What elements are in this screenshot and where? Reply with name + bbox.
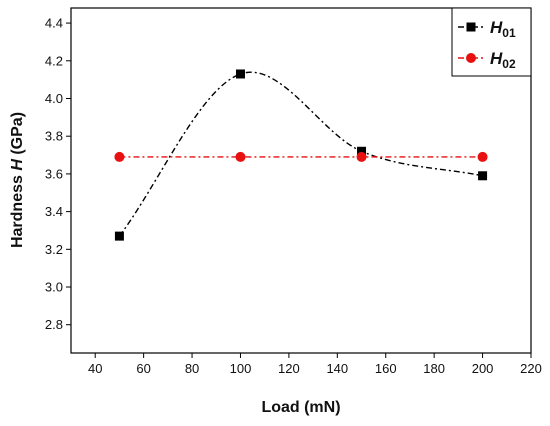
x-tick-label: 120	[278, 361, 300, 376]
x-axis-title: Load (mN)	[261, 399, 340, 416]
legend-marker-h01	[466, 22, 476, 32]
axis-ticks: 40 60 80 100 120 140 160 180 200 220 2.8 3.0 3.2 3.4 3…	[45, 16, 542, 376]
x-tick-label: 200	[472, 361, 494, 376]
data-point-h02	[477, 151, 488, 162]
x-tick-label: 80	[185, 361, 199, 376]
plot-frame	[70, 7, 532, 354]
legend-label-h02: H02	[490, 49, 516, 71]
data-point-h02	[114, 151, 125, 162]
x-tick-label: 40	[88, 361, 102, 376]
y-tick-label: 4.0	[45, 91, 63, 106]
y-tick-label: 4.2	[45, 53, 63, 68]
legend: H01 H02	[451, 7, 532, 77]
y-tick-label: 3.0	[45, 280, 63, 295]
x-tick-label: 140	[326, 361, 348, 376]
data-point-h01	[235, 69, 245, 79]
y-tick-label: 3.6	[45, 166, 63, 181]
data-point-h01	[357, 146, 367, 156]
data-point-h01	[478, 171, 488, 181]
legend-marker-h02	[466, 53, 476, 63]
series-line-h01	[118, 71, 483, 237]
legend-label-h01: H01	[490, 18, 516, 40]
x-tick-label: 220	[520, 361, 542, 376]
y-tick-label: 3.2	[45, 242, 63, 257]
y-tick-label: 3.8	[45, 129, 63, 144]
x-tick-label: 100	[230, 361, 252, 376]
x-tick-label: 180	[423, 361, 445, 376]
data-point-h01	[114, 231, 124, 241]
data-series	[114, 69, 488, 241]
data-point-h02	[235, 151, 246, 162]
data-point-h02	[356, 151, 367, 162]
legend-box	[451, 7, 532, 77]
x-tick-label: 60	[136, 361, 150, 376]
x-tick-label: 160	[375, 361, 397, 376]
y-tick-label: 2.8	[45, 317, 63, 332]
y-tick-label: 3.4	[45, 204, 63, 219]
y-tick-label: 4.4	[45, 16, 63, 31]
y-axis-title: Hardness H (GPa)	[9, 112, 26, 248]
